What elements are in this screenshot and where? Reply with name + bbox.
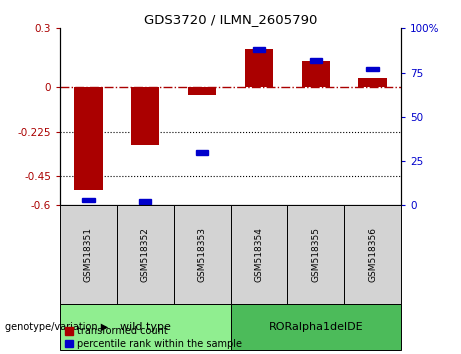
Bar	[287, 205, 344, 304]
Bar	[174, 205, 230, 304]
Text: genotype/variation ▶: genotype/variation ▶	[5, 322, 108, 332]
Bar	[230, 205, 287, 304]
Text: GSM518354: GSM518354	[254, 227, 263, 282]
Legend: transformed count, percentile rank within the sample: transformed count, percentile rank withi…	[65, 326, 242, 349]
Bar	[366, 67, 379, 72]
Bar	[344, 205, 401, 304]
Text: GSM518352: GSM518352	[141, 227, 150, 282]
Bar	[60, 304, 230, 350]
Bar	[301, 61, 330, 87]
Bar	[74, 87, 102, 190]
Text: GSM518356: GSM518356	[368, 227, 377, 282]
Bar	[230, 304, 401, 350]
Text: GSM518351: GSM518351	[84, 227, 93, 282]
Bar	[139, 199, 152, 204]
Bar	[196, 150, 208, 155]
Bar	[117, 205, 174, 304]
Bar	[188, 87, 216, 95]
Bar	[358, 79, 387, 87]
Bar	[245, 49, 273, 87]
Title: GDS3720 / ILMN_2605790: GDS3720 / ILMN_2605790	[144, 13, 317, 26]
Bar	[60, 205, 117, 304]
Text: wild type: wild type	[120, 322, 171, 332]
Text: RORalpha1delDE: RORalpha1delDE	[268, 322, 363, 332]
Bar	[309, 58, 322, 63]
Bar	[131, 87, 160, 145]
Text: GSM518353: GSM518353	[198, 227, 207, 282]
Text: GSM518355: GSM518355	[311, 227, 320, 282]
Bar	[253, 47, 265, 52]
Bar	[82, 198, 95, 202]
